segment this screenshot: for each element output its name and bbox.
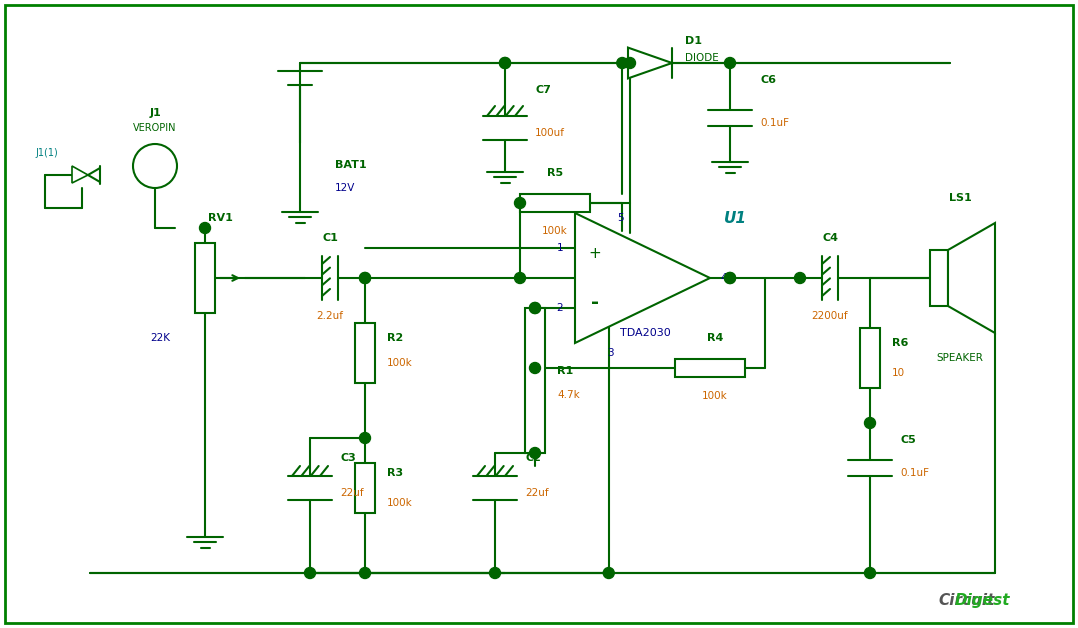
Bar [675,359,745,377]
Text: RV1: RV1 [208,213,233,223]
Bar [355,323,375,383]
Circle shape [529,303,540,313]
Circle shape [133,144,177,188]
Circle shape [359,273,371,283]
Circle shape [359,433,371,443]
Text: 0.1uF: 0.1uF [900,468,929,478]
Text: D1: D1 [685,36,702,46]
Circle shape [514,273,525,283]
Text: 2.2uf: 2.2uf [317,311,344,321]
Text: 4.7k: 4.7k [557,391,580,401]
Text: J1(1): J1(1) [34,148,58,158]
Text: R6: R6 [892,338,909,348]
Text: 5: 5 [617,213,623,223]
Circle shape [617,58,627,68]
Text: C5: C5 [900,435,915,445]
Circle shape [529,448,540,458]
Bar [355,463,375,513]
Text: J1: J1 [149,108,161,118]
Circle shape [359,273,371,283]
Polygon shape [948,223,995,333]
Circle shape [199,222,210,234]
Text: 3: 3 [607,348,613,358]
Text: SPEAKER: SPEAKER [937,353,983,363]
Circle shape [865,418,875,428]
Text: TDA2030: TDA2030 [620,328,671,338]
Circle shape [865,568,875,578]
Circle shape [794,273,805,283]
Text: R4: R4 [707,333,723,343]
Bar [520,194,590,212]
Polygon shape [575,213,710,343]
Bar [860,328,880,388]
Text: R2: R2 [387,333,403,343]
Text: 100k: 100k [542,226,568,236]
Text: 2200uf: 2200uf [812,311,848,321]
Text: 100k: 100k [387,358,413,368]
Bar [525,308,545,453]
Circle shape [724,273,735,283]
Circle shape [724,273,735,283]
Circle shape [499,58,511,68]
Text: -: - [591,293,599,313]
Text: 2: 2 [556,303,563,313]
Text: 100k: 100k [702,391,728,401]
Text: 1: 1 [556,243,563,253]
Text: DIODE: DIODE [685,53,719,63]
Circle shape [624,58,636,68]
Text: Circuit: Circuit [939,593,995,608]
Circle shape [514,197,525,208]
Text: R5: R5 [547,168,563,178]
Text: R1: R1 [557,365,573,376]
Text: BAT1: BAT1 [335,160,367,170]
Text: C4: C4 [823,233,838,243]
Circle shape [489,568,500,578]
Circle shape [724,58,735,68]
Text: 100k: 100k [387,498,413,508]
Circle shape [529,303,540,313]
Text: 22uf: 22uf [340,488,363,498]
Circle shape [359,568,371,578]
Circle shape [304,568,316,578]
Text: 22uf: 22uf [525,488,549,498]
Text: C2: C2 [525,453,541,463]
Text: C1: C1 [322,233,337,243]
Text: U1: U1 [723,210,746,225]
Text: C7: C7 [535,85,551,95]
Text: +: + [589,246,602,261]
Text: VEROPIN: VEROPIN [134,123,177,133]
Text: R3: R3 [387,468,403,478]
Polygon shape [72,166,88,183]
Circle shape [499,58,511,68]
Circle shape [604,568,614,578]
Polygon shape [628,48,672,78]
Circle shape [529,362,540,374]
Text: 10: 10 [892,368,906,378]
Text: 4: 4 [720,273,727,283]
Text: Digest: Digest [954,593,1010,608]
Text: 100uf: 100uf [535,128,565,138]
Text: C3: C3 [340,453,356,463]
Text: 22K: 22K [150,333,170,343]
Text: 0.1uF: 0.1uF [760,118,789,128]
Text: 12V: 12V [335,183,356,193]
Text: C6: C6 [760,75,776,85]
Bar [195,243,215,313]
Bar [930,250,948,306]
Text: LS1: LS1 [949,193,971,203]
